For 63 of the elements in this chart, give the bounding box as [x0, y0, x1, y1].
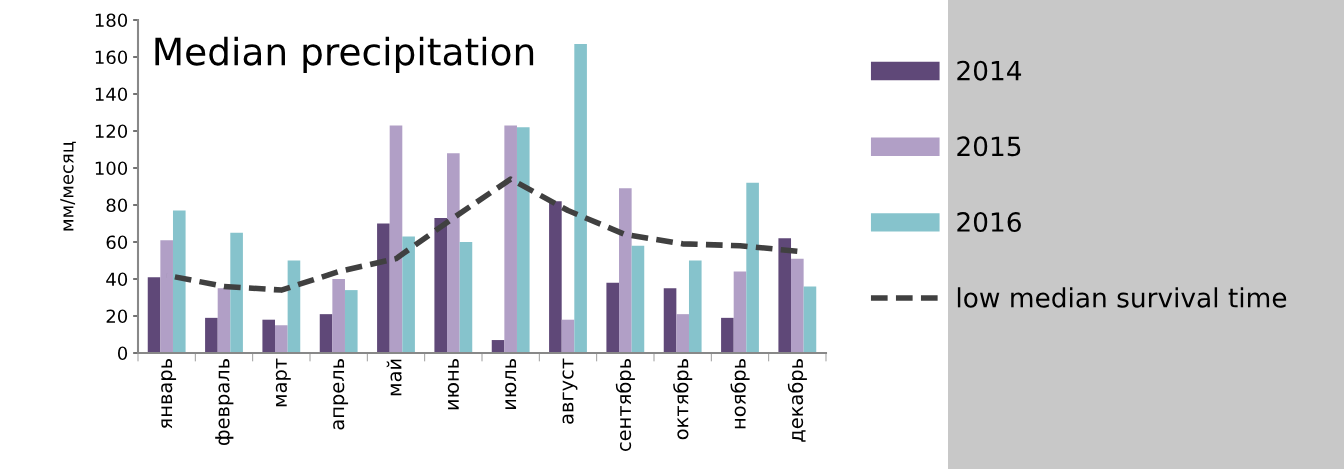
y-tick-label: 0	[117, 346, 128, 361]
y-axis-title: мм/месяц	[60, 141, 76, 231]
x-tick-label: ноябрь	[730, 359, 750, 429]
bar	[217, 288, 231, 353]
bar	[574, 44, 587, 353]
y-tick-label: 140	[95, 87, 128, 102]
bar	[663, 288, 677, 353]
x-tick-label: октябрь	[673, 359, 693, 440]
y-tick-label: 120	[95, 124, 128, 139]
x-tick-label: август	[562, 358, 578, 424]
bar	[561, 319, 575, 353]
bar	[319, 314, 333, 353]
bar	[516, 127, 530, 353]
x-tick-label: декабрь	[787, 359, 807, 442]
bar	[205, 317, 218, 353]
bar	[676, 314, 689, 353]
y-tick-label: 60	[106, 235, 128, 250]
bar	[389, 125, 403, 353]
bar	[160, 240, 173, 353]
legend-label: 2016	[957, 212, 1021, 232]
legend-label: low median survival time	[957, 287, 1287, 308]
chart-title: Median precipitation	[155, 36, 534, 73]
bar	[688, 260, 702, 353]
y-tick-label: 160	[95, 50, 128, 65]
legend-label: 2015	[957, 136, 1021, 157]
bar	[721, 317, 734, 353]
x-tick-label: июнь	[447, 359, 459, 410]
bar	[504, 125, 517, 353]
bar	[402, 236, 415, 353]
bar	[803, 286, 817, 353]
x-tick-label: февраль	[215, 359, 234, 445]
bar	[631, 245, 645, 353]
bar	[549, 201, 562, 353]
x-tick-label: май	[386, 359, 402, 396]
bar	[447, 153, 460, 353]
legend-label: 2014	[957, 60, 1022, 81]
bar	[344, 290, 358, 353]
bar	[172, 210, 186, 353]
bar	[275, 325, 288, 353]
bar	[619, 188, 632, 353]
bar	[377, 223, 390, 353]
x-tick-label: сентябрь	[615, 359, 635, 451]
x-tick-label: март	[275, 358, 291, 407]
y-tick-label: 80	[106, 198, 128, 213]
x-tick-label: июль	[505, 359, 517, 409]
bar	[287, 260, 301, 353]
bar	[778, 238, 792, 353]
y-tick-label: 180	[95, 13, 128, 28]
bar	[434, 217, 448, 353]
bar	[791, 258, 804, 353]
bar	[606, 282, 620, 353]
y-tick-label: 40	[106, 272, 128, 287]
bar	[459, 242, 473, 353]
bar	[230, 232, 243, 353]
bar	[262, 319, 276, 353]
bar	[147, 277, 161, 353]
y-tick-label: 20	[106, 309, 128, 324]
bar	[733, 271, 747, 353]
bar	[746, 182, 759, 353]
x-tick-label: апрель	[333, 359, 349, 430]
x-tick-label: январь	[161, 359, 177, 429]
y-tick-label: 100	[95, 161, 128, 176]
bar	[332, 279, 345, 353]
